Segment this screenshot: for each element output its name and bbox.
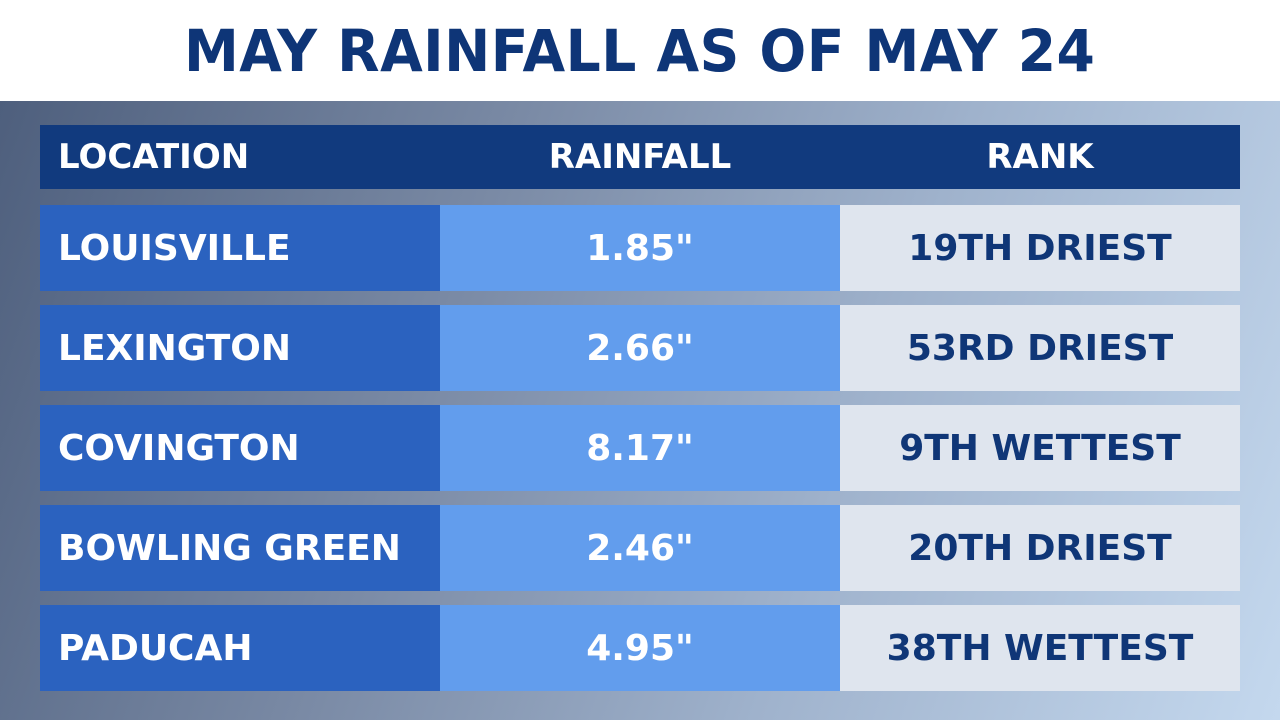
rainfall-table: LOCATION RAINFALL RANK LOUISVILLE 1.85" … [40, 125, 1240, 691]
header-rainfall: RAINFALL [548, 137, 732, 177]
location-cell: COVINGTON [40, 405, 440, 491]
rank-cell: 19TH DRIEST [840, 205, 1240, 291]
header-rank: RANK [986, 137, 1094, 177]
rainfall-cell: 2.46" [440, 505, 840, 591]
table-row: LOUISVILLE 1.85" 19TH DRIEST [40, 205, 1240, 291]
location-cell: LEXINGTON [40, 305, 440, 391]
rank-cell: 38TH WETTEST [840, 605, 1240, 691]
table-panel: LOCATION RAINFALL RANK LOUISVILLE 1.85" … [0, 101, 1280, 720]
location-cell: BOWLING GREEN [40, 505, 440, 591]
location-cell: LOUISVILLE [40, 205, 440, 291]
table-row: LEXINGTON 2.66" 53RD DRIEST [40, 305, 1240, 391]
title-bar: MAY RAINFALL AS OF MAY 24 [0, 0, 1280, 101]
table-row: PADUCAH 4.95" 38TH WETTEST [40, 605, 1240, 691]
rainfall-cell: 8.17" [440, 405, 840, 491]
rank-cell: 53RD DRIEST [840, 305, 1240, 391]
rainfall-cell: 2.66" [440, 305, 840, 391]
rainfall-cell: 1.85" [440, 205, 840, 291]
location-cell: PADUCAH [40, 605, 440, 691]
header-location: LOCATION [58, 137, 250, 177]
table-row: COVINGTON 8.17" 9TH WETTEST [40, 405, 1240, 491]
table-header-row: LOCATION RAINFALL RANK [40, 125, 1240, 189]
rank-cell: 9TH WETTEST [840, 405, 1240, 491]
table-row: BOWLING GREEN 2.46" 20TH DRIEST [40, 505, 1240, 591]
rainfall-cell: 4.95" [440, 605, 840, 691]
chart-title: MAY RAINFALL AS OF MAY 24 [184, 16, 1096, 85]
rank-cell: 20TH DRIEST [840, 505, 1240, 591]
